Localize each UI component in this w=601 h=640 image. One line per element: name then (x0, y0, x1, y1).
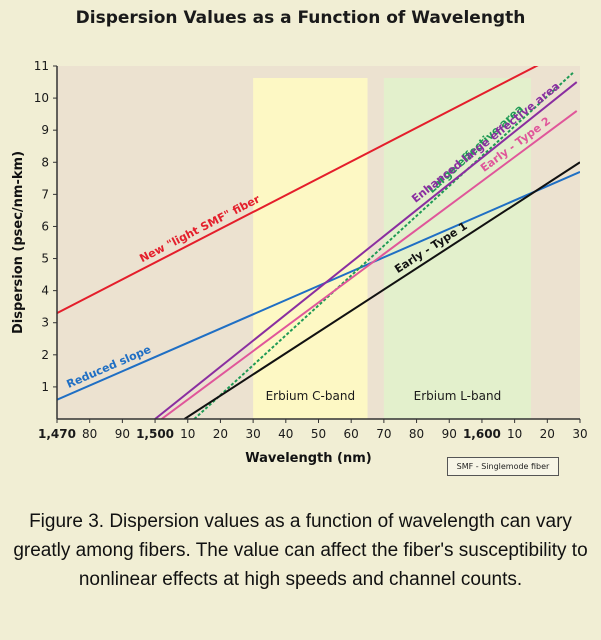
axes-layer: 1 2 3 4 5 6 7 8 9 10 11 1,470 80 90 1,500 10 20 30 40 50 60 7… (11, 59, 588, 466)
erbium-c-band-label: Erbium C-band (266, 389, 355, 403)
x-tick-label: 20 (540, 427, 555, 441)
x-tick-label: 1,600 (463, 427, 501, 441)
y-tick-label: 5 (41, 252, 49, 266)
y-tick-label: 2 (41, 348, 49, 362)
y-tick-label: 7 (41, 187, 49, 201)
x-axis-title: Wavelength (nm) (245, 451, 371, 466)
x-tick-label: 1,470 (38, 427, 76, 441)
erbium-l-band-label: Erbium L-band (414, 389, 502, 403)
enhanced-large-effective-area-line (154, 81, 578, 419)
bands-layer: Erbium C-band Erbium L-band (57, 66, 580, 419)
chart-title: Dispersion Values as a Function of Wavel… (75, 8, 526, 28)
x-tick-label: 30 (572, 427, 587, 441)
y-tick-label: 9 (41, 123, 49, 137)
x-tick-label: 90 (115, 427, 130, 441)
y-tick-label: 10 (34, 91, 49, 105)
x-tick-label: 80 (409, 427, 424, 441)
y-axis-title: Dispersion (psec/nm-km) (11, 151, 26, 334)
x-tick-label: 80 (82, 427, 97, 441)
early-type2-line (161, 110, 578, 419)
x-tick-label: 50 (311, 427, 326, 441)
y-tick-label: 6 (41, 219, 49, 233)
light-smf-line (57, 66, 539, 314)
x-tick-label: 60 (344, 427, 359, 441)
x-tick-label: 10 (507, 427, 522, 441)
y-tick-label: 8 (41, 155, 49, 169)
early-type1-line (183, 161, 580, 419)
y-tick-label: 4 (41, 284, 49, 298)
x-tick-label: 90 (442, 427, 457, 441)
x-tick-label: 30 (245, 427, 260, 441)
x-tick-label: 40 (278, 427, 293, 441)
figure-caption: Figure 3. Dispersion values as a functio… (13, 511, 588, 590)
fiber-abbreviation-note: SMF - Singlemode fiber (447, 457, 559, 476)
reduced-slope-line (57, 170, 580, 401)
x-tick-label: 20 (213, 427, 228, 441)
x-tick-label: 1,500 (136, 427, 174, 441)
erbium-c-band (253, 78, 368, 419)
x-tick-label: 70 (376, 427, 391, 441)
large-effective-area-line (193, 71, 575, 419)
y-tick-label: 1 (41, 380, 49, 394)
y-tick-label: 3 (41, 316, 49, 330)
dispersion-chart: Erbium C-band Erbium L-band 1 2 3 4 5 6 7 8 9 10 11… (11, 59, 588, 466)
series-layer (57, 66, 580, 419)
y-tick-label: 11 (34, 59, 49, 73)
x-tick-label: 10 (180, 427, 195, 441)
